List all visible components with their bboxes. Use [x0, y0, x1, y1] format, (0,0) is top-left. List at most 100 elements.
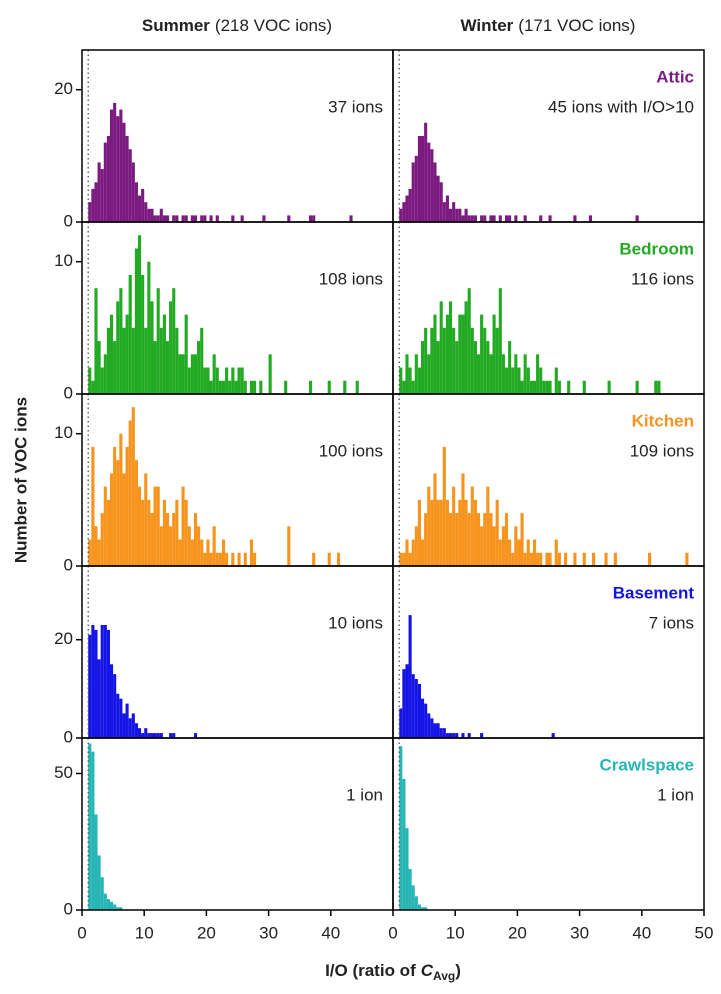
histogram-bar	[268, 354, 272, 394]
histogram-bar	[100, 877, 104, 910]
histogram-bar	[480, 733, 484, 738]
histogram-bar	[165, 215, 170, 222]
histogram-bar	[122, 327, 126, 394]
histogram-bar	[467, 288, 471, 394]
histogram-bar	[100, 513, 104, 566]
histogram-bar	[430, 149, 434, 222]
x-tick-label: 40	[632, 923, 651, 942]
histogram-bar	[427, 713, 431, 738]
panel-frame	[81, 737, 394, 911]
histogram-bar	[467, 733, 471, 738]
histogram-bar	[88, 743, 92, 910]
histogram-bar	[122, 473, 126, 566]
histogram-bar	[134, 723, 138, 738]
histogram-bar	[312, 215, 316, 222]
histogram-bar	[613, 552, 617, 566]
histogram-bar	[498, 539, 502, 566]
histogram-bar	[91, 751, 95, 910]
histogram-bar	[539, 215, 543, 222]
histogram-bar	[433, 162, 437, 222]
histogram-bar	[134, 182, 138, 222]
y-tick-label: 10	[54, 423, 73, 442]
histogram-bar	[408, 869, 412, 910]
histogram-bar	[464, 499, 468, 566]
histogram-bar	[156, 486, 160, 566]
histogram-bar	[159, 733, 163, 738]
x-label-subscript: Avg	[433, 969, 455, 983]
histogram-bar	[486, 341, 490, 394]
histogram-bar	[514, 526, 518, 566]
histogram-bar	[467, 215, 471, 222]
histogram-bar	[193, 354, 198, 394]
histogram-bar	[455, 513, 459, 566]
histogram-bar	[408, 615, 412, 738]
histogram-bar	[159, 208, 163, 222]
histogram-bar	[91, 188, 95, 222]
histogram-bar	[200, 215, 204, 222]
histogram-bar	[153, 341, 157, 394]
histogram-bar	[103, 624, 107, 738]
histogram-bar	[483, 513, 487, 566]
histogram-bar	[131, 713, 135, 738]
histogram-bar	[237, 367, 241, 394]
histogram-bar	[156, 733, 160, 738]
histogram-bar	[548, 215, 552, 222]
histogram-bar	[88, 539, 92, 566]
histogram-bar	[420, 136, 425, 222]
histogram-bar	[495, 499, 499, 566]
histogram-bar	[414, 526, 418, 566]
histogram-bar	[483, 327, 487, 394]
histogram-bar	[343, 380, 347, 394]
histogram-bar	[197, 526, 201, 566]
histogram-bar	[427, 142, 431, 222]
histogram-bar	[119, 109, 123, 222]
histogram-bar	[483, 215, 487, 222]
histogram-bar	[473, 215, 477, 222]
histogram-bar	[461, 215, 465, 222]
histogram-bar	[439, 499, 443, 566]
histogram-bar	[162, 215, 166, 222]
histogram-bar	[240, 367, 244, 394]
histogram-bar	[178, 354, 182, 394]
histogram-bar	[287, 526, 291, 566]
histogram-bar	[147, 499, 151, 566]
histogram-bar	[109, 901, 114, 910]
histogram-bar	[480, 526, 484, 566]
histogram-bar	[150, 301, 154, 394]
histogram-bar	[529, 380, 533, 394]
histogram-bar	[97, 659, 101, 738]
histogram-bar	[523, 552, 527, 566]
histogram-bar	[473, 341, 477, 394]
histogram-bar	[309, 380, 313, 394]
histogram-bar	[455, 733, 459, 738]
histogram-bar	[514, 354, 518, 394]
histogram-bar	[218, 552, 222, 566]
histogram-bar	[262, 215, 266, 222]
histogram-bar	[408, 552, 412, 566]
histogram-bar	[433, 314, 437, 394]
y-axis-label: Number of VOC ions	[11, 397, 30, 563]
histogram-bar	[508, 215, 512, 222]
histogram-bar	[467, 513, 471, 566]
histogram-bar	[144, 728, 148, 738]
histogram-bar	[492, 526, 496, 566]
histogram-bar	[439, 182, 443, 222]
histogram-bar	[436, 723, 440, 738]
histogram-bar	[134, 248, 138, 394]
histogram-bar	[221, 539, 226, 566]
histogram-bar	[234, 380, 238, 394]
histogram-bar	[181, 354, 185, 394]
histogram-bar	[312, 552, 316, 566]
histogram-bar	[402, 380, 406, 394]
histogram-bar	[215, 215, 219, 222]
histogram-bar	[119, 907, 123, 910]
histogram-bar	[654, 380, 658, 394]
histogram-bar	[436, 499, 440, 566]
x-label-symbol: C	[421, 961, 434, 980]
histogram-bar	[190, 539, 194, 566]
annotation: 108 ions	[319, 269, 383, 288]
histogram-bar	[175, 327, 179, 394]
histogram-bar	[228, 380, 232, 394]
y-tick-label: 0	[64, 383, 73, 402]
